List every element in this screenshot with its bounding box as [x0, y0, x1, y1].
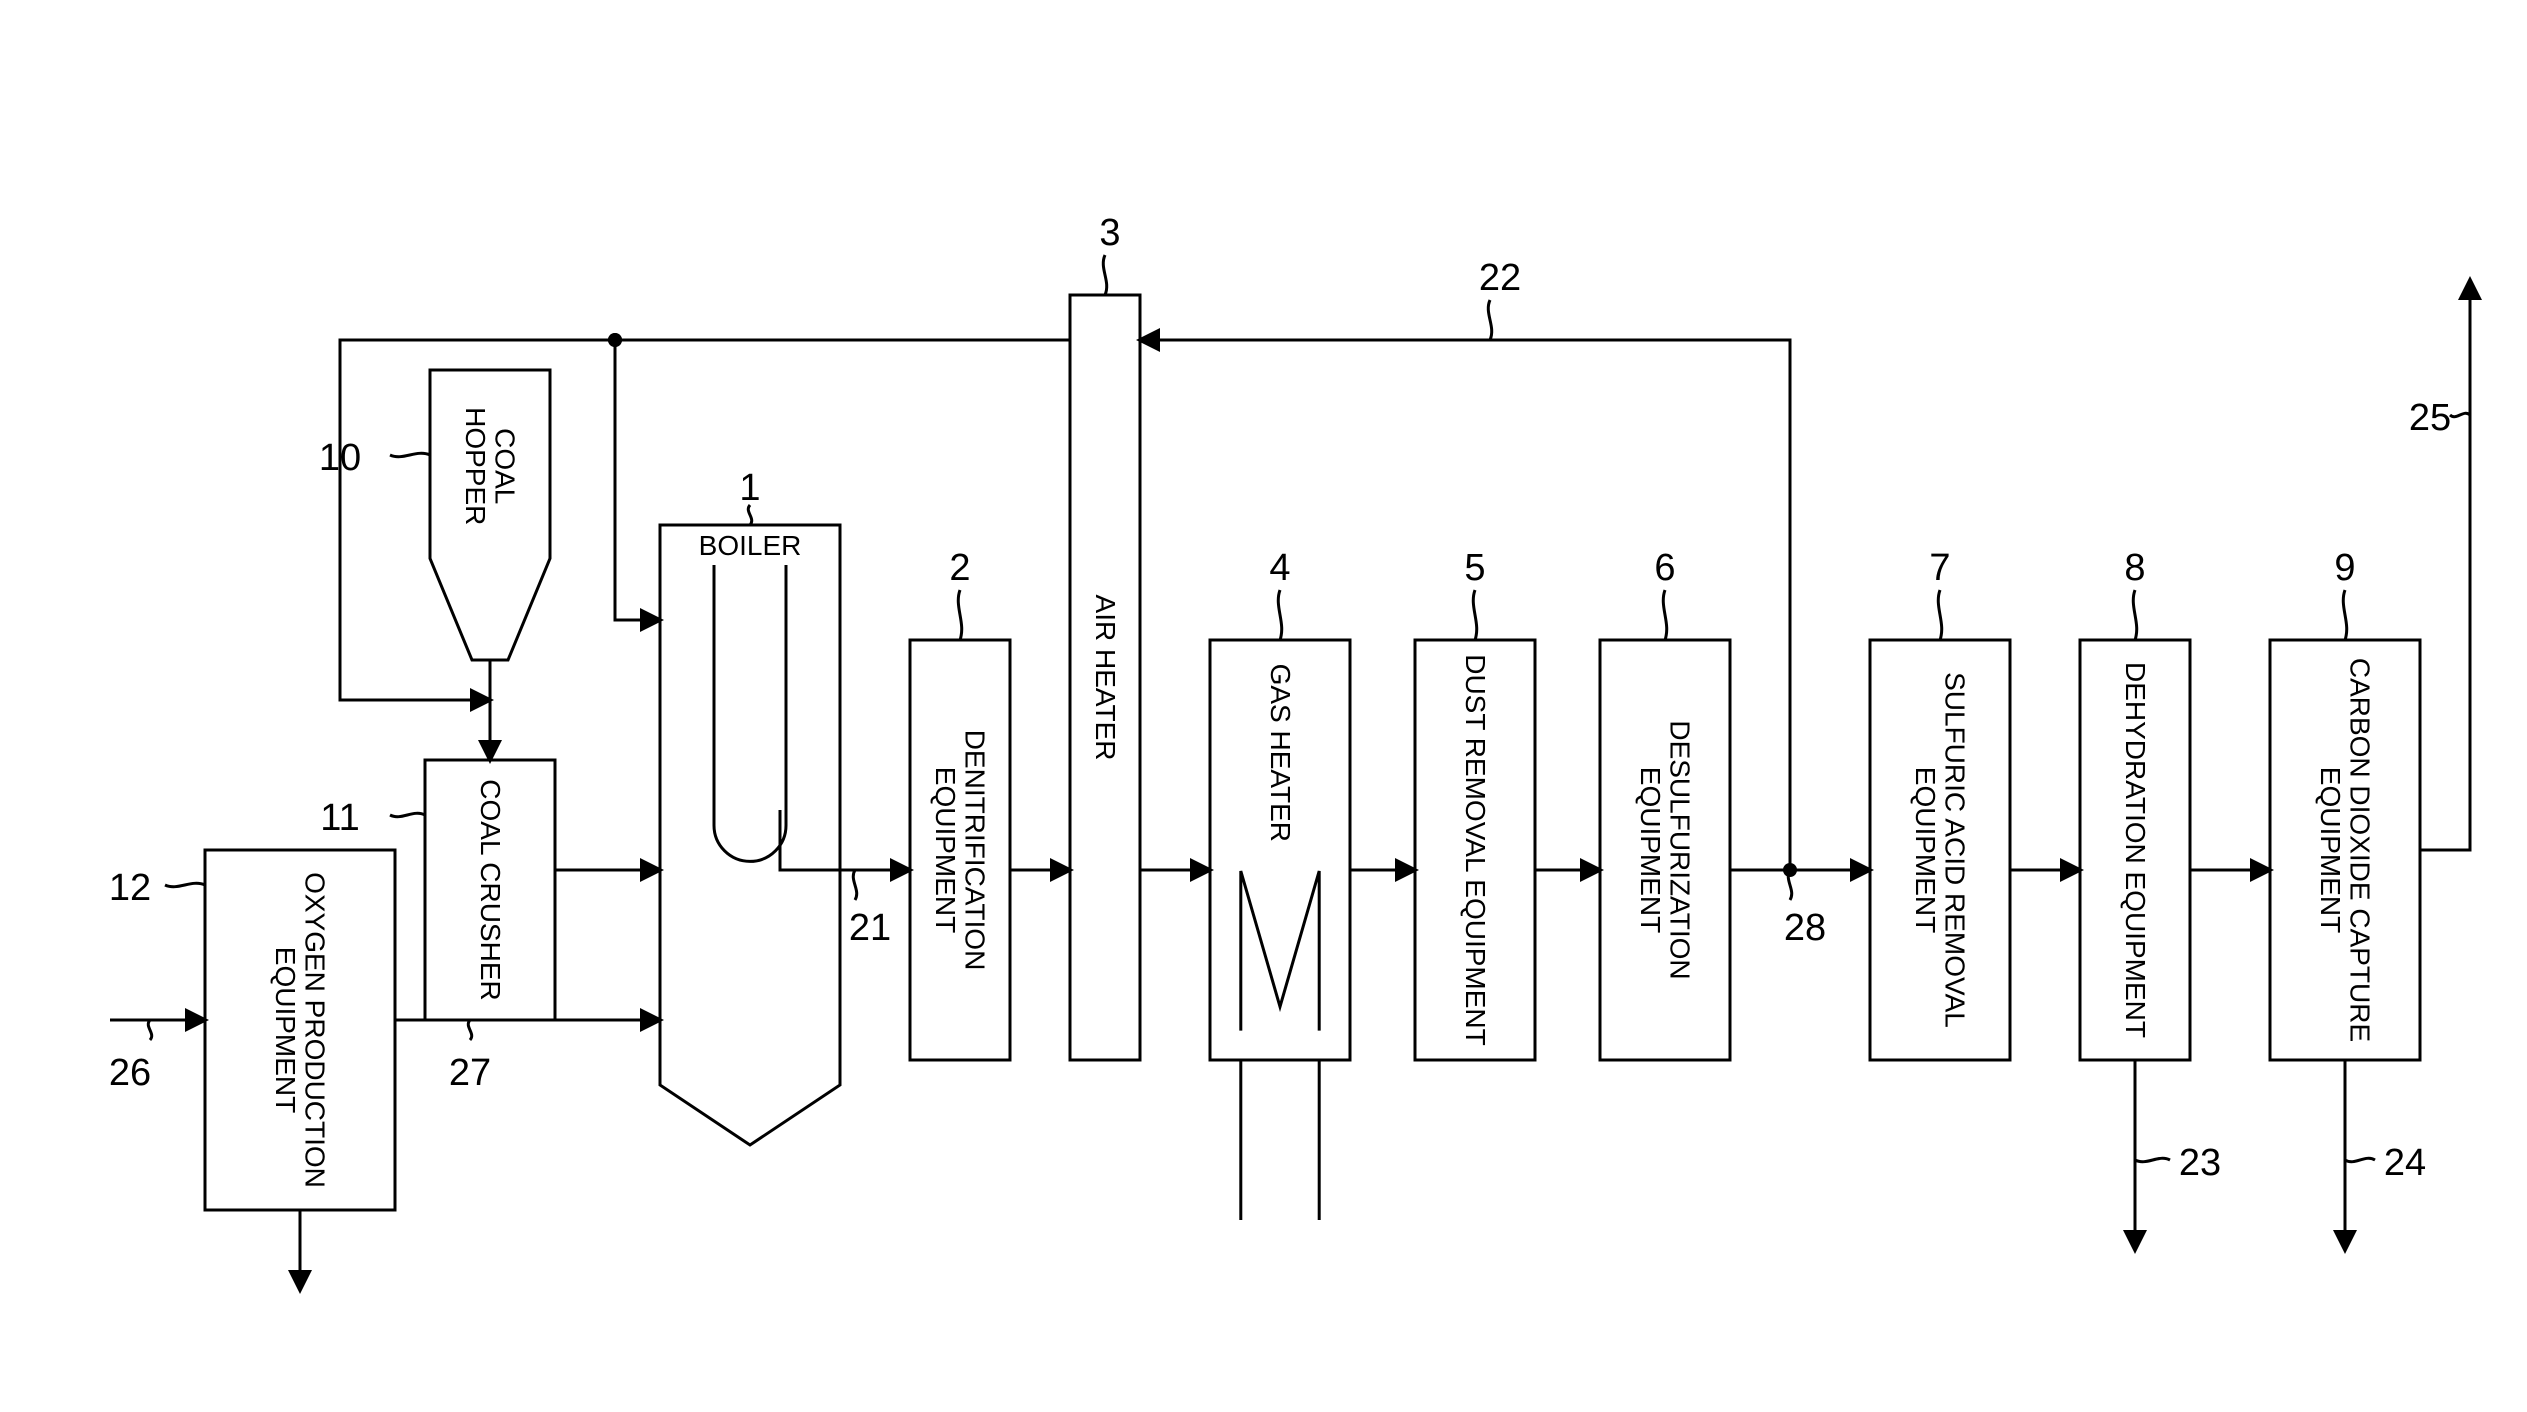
edge-e-co2-up-25	[2420, 280, 2470, 850]
node-dust: DUST REMOVAL EQUIPMENT	[1415, 640, 1535, 1060]
svg-text:DESULFURIZATION: DESULFURIZATION	[1665, 720, 1696, 979]
vlabel: DESULFURIZATIONEQUIPMENT	[1635, 720, 1695, 979]
leader-7	[1938, 590, 1941, 640]
node-denit: DENITRIFICATIONEQUIPMENT	[910, 640, 1010, 1060]
vlabel: CARBON DIOXIDE CAPTUREEQUIPMENT	[2315, 658, 2375, 1042]
ref-12: 12	[109, 867, 151, 909]
vlabel: SULFURIC ACID REMOVALEQUIPMENT	[1910, 672, 1970, 1028]
leader-22	[1488, 300, 1491, 340]
svg-text:EQUIPMENT: EQUIPMENT	[930, 767, 961, 933]
ref-11: 11	[320, 797, 359, 839]
svg-text:DUST REMOVAL EQUIPMENT: DUST REMOVAL EQUIPMENT	[1460, 654, 1491, 1046]
edge-e-split-boiler	[615, 340, 660, 620]
node-sulfacid: SULFURIC ACID REMOVALEQUIPMENT	[1870, 640, 2010, 1060]
node-desulf: DESULFURIZATIONEQUIPMENT	[1600, 640, 1730, 1060]
svg-text:DENITRIFICATION: DENITRIFICATION	[960, 730, 991, 971]
svg-text:DEHYDRATION EQUIPMENT: DEHYDRATION EQUIPMENT	[2120, 662, 2151, 1038]
svg-text:HOPPER: HOPPER	[460, 407, 491, 525]
node-oxygen: OXYGEN PRODUCTIONEQUIPMENT	[205, 850, 395, 1210]
ref-9: 9	[2334, 547, 2355, 589]
ref-28: 28	[1784, 907, 1826, 949]
ref-7: 7	[1929, 547, 1950, 589]
ref-1: 1	[739, 467, 760, 509]
ref-2: 2	[949, 547, 970, 589]
vlabel: COAL CRUSHER	[475, 779, 506, 1000]
leader-4	[1278, 590, 1281, 640]
svg-text:EQUIPMENT: EQUIPMENT	[270, 947, 301, 1113]
leader-6	[1663, 590, 1666, 640]
label-boiler: BOILER	[699, 530, 802, 561]
leader-8	[2133, 590, 2136, 640]
node-hopper: COALHOPPER	[430, 370, 550, 660]
svg-text:OXYGEN PRODUCTION: OXYGEN PRODUCTION	[300, 872, 331, 1188]
ref-5: 5	[1464, 547, 1485, 589]
svg-text:COAL CRUSHER: COAL CRUSHER	[475, 779, 506, 1000]
vlabel: DUST REMOVAL EQUIPMENT	[1460, 654, 1491, 1046]
ref-22: 22	[1479, 257, 1521, 299]
leader-25	[2450, 413, 2470, 416]
vlabel: COALHOPPER	[460, 407, 520, 525]
svg-text:SULFURIC ACID REMOVAL: SULFURIC ACID REMOVAL	[1940, 672, 1971, 1028]
ref-27: 27	[449, 1052, 491, 1094]
vlabel: AIR HEATER	[1090, 595, 1121, 761]
leader-11	[390, 813, 425, 816]
svg-text:EQUIPMENT: EQUIPMENT	[1910, 767, 1941, 933]
vlabel: DENITRIFICATIONEQUIPMENT	[930, 730, 990, 971]
leader-23	[2135, 1158, 2170, 1161]
leader-26	[148, 1020, 151, 1040]
ref-23: 23	[2179, 1142, 2221, 1184]
leader-10	[390, 453, 430, 456]
leader-3	[1103, 255, 1106, 295]
leader-21	[853, 870, 856, 900]
svg-text:CARBON DIOXIDE CAPTURE: CARBON DIOXIDE CAPTURE	[2345, 658, 2376, 1042]
ref-26: 26	[109, 1052, 151, 1094]
edge-e-boiler-denit	[780, 810, 910, 870]
leader-9	[2343, 590, 2346, 640]
svg-text:EQUIPMENT: EQUIPMENT	[1635, 767, 1666, 933]
leader-12	[165, 883, 205, 886]
ref-24: 24	[2384, 1142, 2426, 1184]
leader-5	[1473, 590, 1476, 640]
leader-2	[958, 590, 961, 640]
svg-text:AIR HEATER: AIR HEATER	[1090, 595, 1121, 761]
ref-8: 8	[2124, 547, 2145, 589]
node-airheater: AIR HEATER	[1070, 295, 1140, 1060]
svg-text:EQUIPMENT: EQUIPMENT	[2315, 767, 2346, 933]
leader-27	[468, 1020, 471, 1040]
node-co2: CARBON DIOXIDE CAPTUREEQUIPMENT	[2270, 640, 2420, 1060]
ref-3: 3	[1099, 212, 1120, 254]
vlabel: GAS HEATER	[1265, 664, 1296, 842]
ref-21: 21	[849, 907, 891, 949]
ref-25: 25	[2409, 397, 2451, 439]
node-gasheater: GAS HEATER	[1210, 640, 1350, 1220]
process-flow-diagram: OXYGEN PRODUCTIONEQUIPMENTCOALHOPPERCOAL…	[0, 0, 2527, 1412]
svg-text:GAS HEATER: GAS HEATER	[1265, 664, 1296, 842]
leader-24	[2345, 1158, 2375, 1161]
svg-text:COAL: COAL	[490, 428, 521, 504]
ref-6: 6	[1654, 547, 1675, 589]
vlabel: OXYGEN PRODUCTIONEQUIPMENT	[270, 872, 330, 1188]
node-boiler: BOILER	[660, 525, 840, 1145]
ref-10: 10	[319, 437, 361, 479]
node-dehyd: DEHYDRATION EQUIPMENT	[2080, 640, 2190, 1060]
vlabel: DEHYDRATION EQUIPMENT	[2120, 662, 2151, 1038]
ref-4: 4	[1269, 547, 1290, 589]
node-crusher: COAL CRUSHER	[425, 760, 555, 1020]
